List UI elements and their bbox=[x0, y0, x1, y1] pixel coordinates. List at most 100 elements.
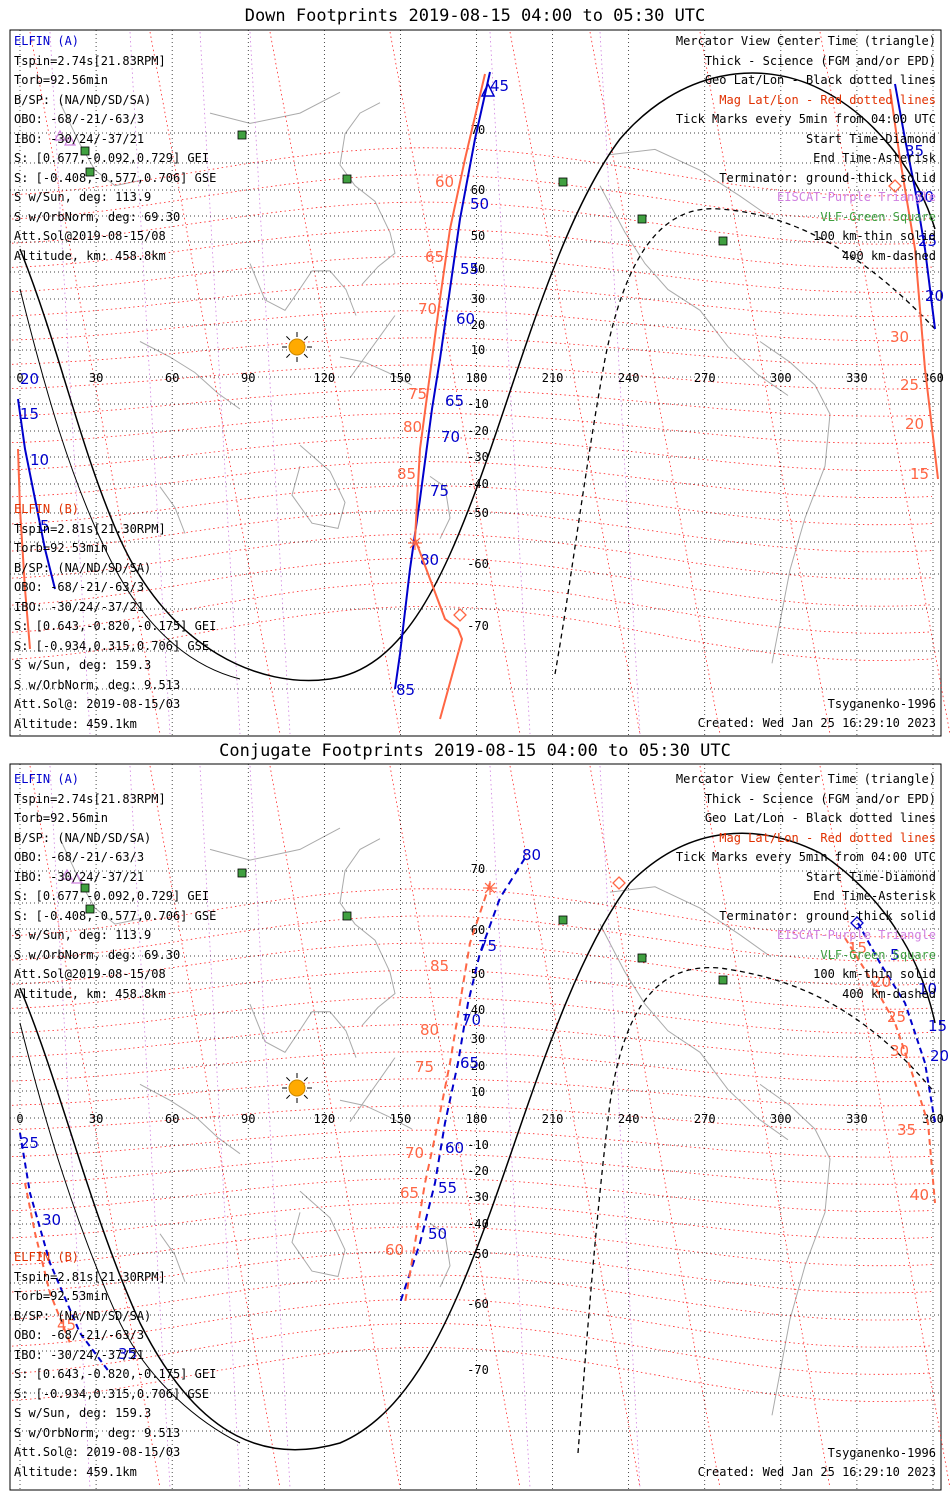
legend-line: Geo Lat/Lon - Black dotted lines bbox=[704, 811, 936, 825]
track-tick-label: 60 bbox=[385, 1241, 404, 1259]
mag-lon-line bbox=[699, 31, 831, 735]
legend-line: Mag Lat/Lon - Red dotted lines bbox=[719, 92, 936, 107]
vlf-station-square bbox=[558, 177, 568, 187]
track-tick-label: 70 bbox=[441, 428, 460, 446]
track-tick-label: 5 bbox=[40, 517, 50, 535]
mag-lat-line bbox=[11, 388, 933, 417]
mag-lat-line bbox=[11, 228, 933, 269]
track-tick-label: 15 bbox=[910, 465, 929, 483]
legend-line: EISCAT-Purple Triangle bbox=[777, 190, 936, 204]
info-line: S: [-0.408,-0.577,0.706] GSE bbox=[14, 908, 217, 923]
info-line: S w/OrbNorm, deg: 69.30 bbox=[14, 209, 181, 224]
violet-meridian bbox=[489, 765, 531, 1489]
sun-ray bbox=[286, 1077, 291, 1082]
mag-lat-line bbox=[11, 1202, 933, 1239]
lon-label: 30 bbox=[89, 1112, 103, 1126]
terminator-100km bbox=[19, 288, 241, 680]
mag-lat-line bbox=[11, 1051, 933, 1083]
mag-lat-line bbox=[11, 969, 933, 1010]
legend-line: 400 km-dashed bbox=[842, 986, 936, 1001]
mag-lat-line bbox=[11, 997, 933, 1034]
coastline bbox=[291, 1190, 346, 1278]
lon-label: 0 bbox=[16, 371, 23, 385]
mag-lon-line bbox=[589, 765, 721, 1489]
sun-icon bbox=[288, 1079, 306, 1097]
info-line: S: [-0.934,0.315,0.706] GSE bbox=[14, 1386, 210, 1401]
track-tick-label: 50 bbox=[470, 195, 489, 213]
vlf-station-square bbox=[637, 953, 647, 963]
lat-label: -50 bbox=[467, 506, 489, 520]
lon-label: 240 bbox=[618, 371, 640, 385]
sun-ray bbox=[303, 1077, 308, 1082]
mag-lat-line bbox=[11, 533, 933, 580]
mag-lat-line bbox=[11, 942, 933, 986]
track-tick-label: 45 bbox=[57, 1316, 76, 1334]
lat-label: 30 bbox=[471, 1032, 485, 1046]
panel-title-down: Down Footprints 2019-08-15 04:00 to 05:3… bbox=[244, 6, 706, 26]
coastline bbox=[349, 315, 396, 379]
legend-line: 100 km-thin solid bbox=[813, 967, 936, 981]
lon-label: 270 bbox=[694, 371, 716, 385]
track-tick-label: 70 bbox=[462, 1011, 481, 1029]
lat-label: 40 bbox=[471, 262, 485, 276]
info-line: OBO: -68/-21/-63/3 bbox=[14, 112, 145, 126]
track-tick-label: 15 bbox=[20, 405, 39, 423]
elfin-b-right-conjugate-track bbox=[844, 937, 936, 1204]
track-tick-label: 35 bbox=[897, 1121, 916, 1139]
elfin-a-right-conjugate-track bbox=[857, 922, 936, 1124]
track-tick-label: 85 bbox=[396, 681, 415, 699]
start-diamond bbox=[453, 608, 467, 622]
legend-line: VLF-Green Square bbox=[820, 947, 936, 962]
info-line: Altitude, km: 458.8km bbox=[14, 986, 166, 1001]
legend-line: Terminator: ground-thick solid bbox=[719, 170, 936, 185]
created-label-down: Created: Wed Jan 25 16:29:10 2023 bbox=[697, 716, 936, 730]
track-tick-label: 70 bbox=[418, 300, 437, 318]
track-tick-label: 20 bbox=[20, 370, 39, 388]
track-tick-label: 20 bbox=[872, 973, 891, 991]
model-label-down: Tsyganenko-1996 bbox=[827, 697, 936, 711]
mag-lon-line bbox=[699, 765, 831, 1489]
elfin-a-track bbox=[394, 71, 491, 690]
mag-lat-line bbox=[11, 1024, 933, 1058]
satellite-name: ELFIN (A) bbox=[14, 772, 80, 786]
mag-lat-line bbox=[11, 1129, 933, 1158]
coastline bbox=[139, 341, 241, 410]
vlf-station-square bbox=[80, 146, 90, 156]
lat-label: 30 bbox=[471, 292, 485, 306]
mag-lon-line bbox=[819, 765, 950, 1489]
mag-lon-line bbox=[509, 31, 641, 735]
track-tick-label: 25 bbox=[887, 1008, 906, 1026]
track-tick-label: 30 bbox=[890, 1042, 909, 1060]
track-tick-label: 75 bbox=[430, 482, 449, 500]
lat-label: 70 bbox=[471, 862, 485, 876]
sun-ray bbox=[303, 1094, 308, 1099]
lat-label: -10 bbox=[467, 397, 489, 411]
coastline bbox=[339, 1099, 413, 1130]
track-tick-label: 60 bbox=[456, 310, 475, 328]
track-tick-label: 40 bbox=[910, 1186, 929, 1204]
info-line: Tspin=2.81s[21.30RPM] bbox=[14, 1269, 166, 1284]
vlf-station-square bbox=[637, 214, 647, 224]
mag-lon-line bbox=[389, 31, 521, 735]
info-line: Att.Sol@2019-08-15/08 bbox=[14, 967, 166, 981]
lon-label: 60 bbox=[165, 1112, 179, 1126]
coastline bbox=[429, 1222, 451, 1288]
vlf-station-square bbox=[718, 236, 728, 246]
lat-label: 50 bbox=[471, 967, 485, 981]
elfin-a-left-edge-track bbox=[17, 398, 56, 590]
lat-label: -30 bbox=[467, 1190, 489, 1204]
lon-label: 210 bbox=[542, 1112, 564, 1126]
info-line: OBO: -68/-21/-63/3 bbox=[14, 1328, 145, 1342]
eiscat-triangle bbox=[70, 872, 84, 884]
coastline bbox=[609, 886, 771, 957]
info-line: Torb=92.56min bbox=[14, 811, 108, 825]
lon-label: 360 bbox=[922, 371, 944, 385]
track-tick-label: 55 bbox=[438, 1179, 457, 1197]
mag-lat-line bbox=[11, 915, 933, 962]
legend-line: Start Time-Diamond bbox=[805, 869, 936, 884]
mag-lat-line bbox=[11, 1298, 933, 1348]
mag-lat-line bbox=[11, 1178, 933, 1212]
vlf-station-square bbox=[85, 904, 95, 914]
legend-line: Thick - Science (FGM and/or EPD) bbox=[704, 53, 936, 68]
mag-lat-line bbox=[11, 606, 933, 661]
